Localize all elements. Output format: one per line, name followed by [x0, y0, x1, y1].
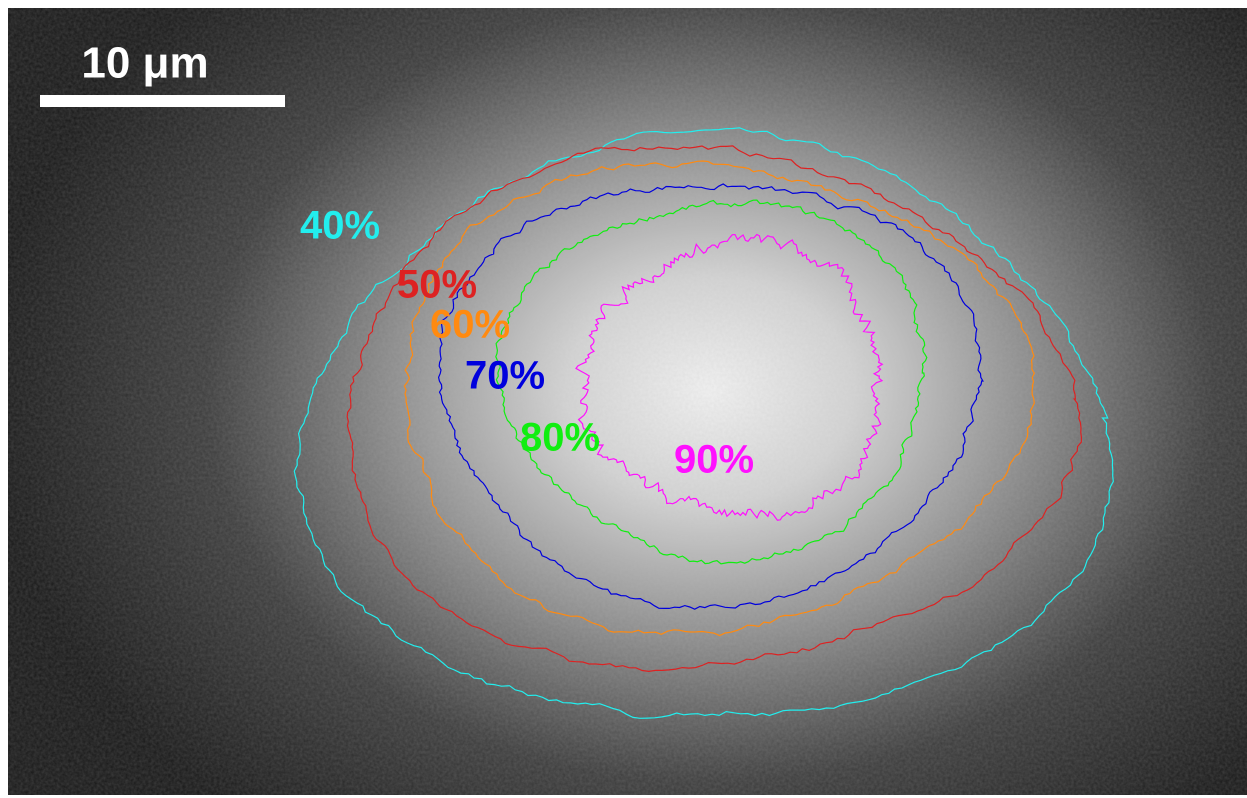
scale-bar — [40, 95, 285, 107]
micrograph: 40% 50%60% 70% 80% 90% 10 μm — [0, 0, 1247, 798]
contour-label: 80% — [520, 416, 600, 460]
scale-bar-label: 10 μm — [81, 39, 208, 88]
contour-label: 50% — [397, 263, 477, 307]
contour-label: 90% — [674, 438, 754, 482]
contour-label: 40% — [300, 204, 380, 248]
noise — [8, 8, 1247, 795]
contour-label: 60% — [430, 303, 510, 347]
contour-label: 70% — [465, 354, 545, 398]
